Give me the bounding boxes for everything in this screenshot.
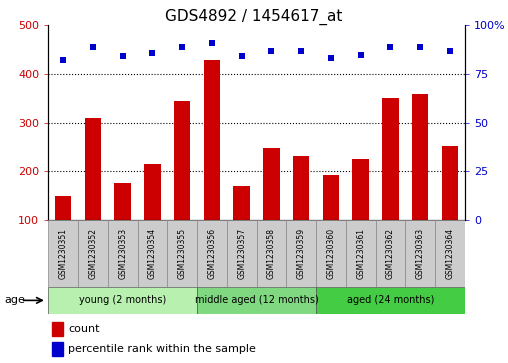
Text: GSM1230361: GSM1230361 — [356, 228, 365, 279]
Bar — [48, 220, 78, 287]
Bar — [442, 146, 458, 220]
Bar — [227, 220, 257, 287]
Bar — [52, 322, 63, 336]
Bar — [167, 220, 197, 287]
Bar — [234, 185, 250, 220]
Bar — [257, 220, 287, 287]
Text: count: count — [68, 325, 100, 334]
Bar — [55, 196, 71, 220]
Text: GSM1230354: GSM1230354 — [148, 228, 157, 279]
Bar — [197, 287, 316, 314]
Text: GSM1230355: GSM1230355 — [178, 228, 186, 279]
Bar — [174, 101, 190, 220]
Bar — [405, 220, 435, 287]
Bar — [138, 220, 167, 287]
Text: GSM1230362: GSM1230362 — [386, 228, 395, 279]
Bar — [197, 220, 227, 287]
Bar — [316, 287, 465, 314]
Text: GSM1230356: GSM1230356 — [207, 228, 216, 279]
Bar — [48, 287, 197, 314]
Bar — [114, 183, 131, 220]
Bar — [78, 220, 108, 287]
Text: middle aged (12 months): middle aged (12 months) — [195, 295, 319, 305]
Bar — [412, 94, 428, 220]
Bar — [346, 220, 375, 287]
Text: GSM1230359: GSM1230359 — [297, 228, 306, 279]
Text: GSM1230357: GSM1230357 — [237, 228, 246, 279]
Text: young (2 months): young (2 months) — [79, 295, 166, 305]
Text: GSM1230358: GSM1230358 — [267, 228, 276, 279]
Text: GDS4892 / 1454617_at: GDS4892 / 1454617_at — [165, 9, 343, 25]
Bar — [323, 175, 339, 220]
Bar — [353, 159, 369, 220]
Bar — [263, 148, 279, 220]
Text: GSM1230360: GSM1230360 — [327, 228, 335, 279]
Bar — [52, 342, 63, 356]
Bar — [287, 220, 316, 287]
Bar — [108, 220, 138, 287]
Text: GSM1230352: GSM1230352 — [88, 228, 98, 279]
Text: GSM1230351: GSM1230351 — [58, 228, 68, 279]
Bar — [382, 98, 399, 220]
Bar — [204, 60, 220, 220]
Text: GSM1230363: GSM1230363 — [416, 228, 425, 279]
Bar — [316, 220, 346, 287]
Text: GSM1230364: GSM1230364 — [446, 228, 455, 279]
Text: aged (24 months): aged (24 months) — [347, 295, 434, 305]
Text: age: age — [4, 295, 25, 305]
Bar — [144, 164, 161, 220]
Text: percentile rank within the sample: percentile rank within the sample — [68, 344, 256, 354]
Bar — [375, 220, 405, 287]
Bar — [85, 118, 101, 220]
Text: GSM1230353: GSM1230353 — [118, 228, 127, 279]
Bar — [293, 155, 309, 220]
Bar — [435, 220, 465, 287]
